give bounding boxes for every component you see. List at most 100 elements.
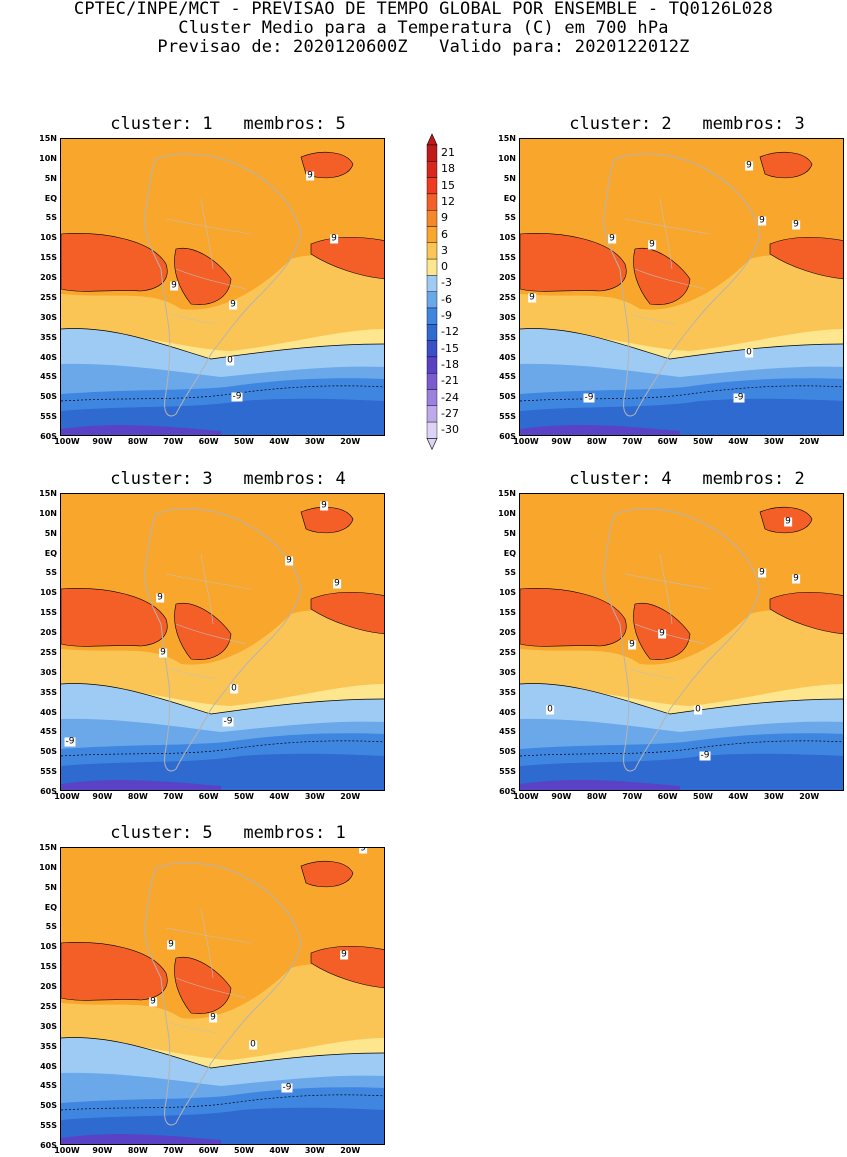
latitude-label: 10S xyxy=(499,233,516,243)
south-america-outline xyxy=(144,862,302,1126)
latitude-label: 50S xyxy=(499,747,516,757)
colorbar-swatch xyxy=(426,226,438,243)
latitude-label: EQ xyxy=(503,193,516,203)
minus-9-contour xyxy=(61,385,384,402)
zero-contour xyxy=(520,328,843,360)
contour-label: 0 xyxy=(694,704,702,715)
longitude-label: 30W xyxy=(763,792,784,801)
colorbar-swatch xyxy=(426,340,438,358)
temperature-map-cluster-3: 9 9 9 9 9 0 -9 -9 xyxy=(60,493,385,791)
warm-patches xyxy=(61,151,384,305)
colorbar-swatch xyxy=(426,144,438,162)
header-line-2: Cluster Medio para a Temperatura (C) em … xyxy=(178,18,669,38)
latitude-label: 20S xyxy=(40,273,57,283)
latitude-label: 20S xyxy=(40,628,57,638)
colorbar-level-label: 9 xyxy=(441,211,448,225)
latitude-label: 30S xyxy=(40,1021,57,1031)
latitude-label: 40S xyxy=(40,352,57,362)
band-neg15 xyxy=(520,425,680,435)
contour-label: 9 xyxy=(209,1012,217,1023)
latitude-label: 50S xyxy=(40,1101,57,1111)
longitude-label: 30W xyxy=(304,792,325,801)
latitude-label: 45S xyxy=(499,727,516,737)
latitude-label: 40S xyxy=(40,707,57,717)
contour-label: 9 xyxy=(792,573,800,584)
contour-label: 9 xyxy=(170,280,178,291)
colorbar-level-label: -18 xyxy=(441,357,459,371)
latitude-label: 20S xyxy=(499,273,516,283)
band-neg15 xyxy=(520,780,680,790)
contour-label: 9 xyxy=(306,170,314,181)
longitude-label: 100W xyxy=(513,437,539,446)
minus-9-contour xyxy=(520,740,843,757)
latitude-label: 55S xyxy=(40,1121,57,1131)
latitude-label: 5S xyxy=(504,568,516,578)
latitude-label: 55S xyxy=(499,767,516,777)
colorbar-level-label: 15 xyxy=(441,178,455,192)
latitude-label: 20S xyxy=(40,982,57,992)
latitude-label: 55S xyxy=(499,412,516,422)
colorbar-swatch xyxy=(426,324,438,341)
south-america-outline xyxy=(603,153,761,417)
contour-label: -9 xyxy=(281,1082,293,1093)
longitude-label: 20W xyxy=(340,1146,361,1155)
contour-label: 9 xyxy=(159,647,167,658)
latitude-label: 5N xyxy=(503,173,516,183)
latitude-label: 45S xyxy=(499,372,516,382)
contour-label: 9 xyxy=(359,848,367,854)
longitude-label: 30W xyxy=(304,437,325,446)
latitude-label: 25S xyxy=(499,647,516,657)
contour-label: 9 xyxy=(167,939,175,950)
latitude-label: 30S xyxy=(499,312,516,322)
latitude-label: EQ xyxy=(503,548,516,558)
latitude-label: 10N xyxy=(498,508,516,518)
latitude-label: 5S xyxy=(504,213,516,223)
warm-patch xyxy=(759,151,813,179)
contour-label: 0 xyxy=(745,347,753,358)
contour-label: 0 xyxy=(546,704,554,715)
colorbar-level-label: 21 xyxy=(441,146,455,159)
panel-title: cluster: 1 membros: 5 xyxy=(110,114,346,134)
longitude-label: 30W xyxy=(763,437,784,446)
latitude-label: 30S xyxy=(499,667,516,677)
colorbar-max-arrow xyxy=(426,133,438,146)
latitude-label: EQ xyxy=(44,548,57,558)
latitude-label: 15S xyxy=(40,608,57,618)
temperature-map-cluster-4: 9 9 9 9 9 0 0 -9 xyxy=(519,493,844,791)
longitude-label: 20W xyxy=(799,792,820,801)
longitude-label: 40W xyxy=(269,1146,290,1155)
latitude-label: 10N xyxy=(39,862,57,872)
longitude-label: 90W xyxy=(92,437,113,446)
longitude-label: 20W xyxy=(799,437,820,446)
latitude-label: 60S xyxy=(499,787,516,796)
country-borders xyxy=(165,907,252,1034)
latitude-label: 5N xyxy=(503,528,516,538)
colorbar-level-label: 3 xyxy=(441,243,448,257)
longitude-label: 100W xyxy=(513,792,539,801)
contour-label: 0 xyxy=(226,355,234,366)
longitude-label: 80W xyxy=(127,1146,148,1155)
colorbar-swatch xyxy=(426,405,438,423)
latitude-label: 10S xyxy=(40,942,57,952)
latitude-label: 25S xyxy=(499,292,516,302)
latitude-label: 55S xyxy=(40,412,57,422)
latitude-label: 20S xyxy=(499,628,516,638)
latitude-label: 5S xyxy=(45,922,57,932)
country-borders xyxy=(165,553,252,680)
latitude-label: 5S xyxy=(45,213,57,223)
latitude-label: 50S xyxy=(499,392,516,402)
longitude-label: 50W xyxy=(693,792,713,801)
header-line-1: CPTEC/INPE/MCT - PREVISAO DE TEMPO GLOBA… xyxy=(73,0,774,19)
colorbar-swatch xyxy=(426,307,438,325)
warm-patch xyxy=(300,860,354,888)
contour-label: 9 xyxy=(648,239,656,250)
latitude-label: 5S xyxy=(45,568,57,578)
contour-label: -9 xyxy=(583,392,595,403)
contour-label: 0 xyxy=(230,683,238,694)
latitude-label: 60S xyxy=(499,432,516,441)
contour-label: -9 xyxy=(733,392,745,403)
contour-label: 9 xyxy=(285,555,293,566)
latitude-label: 25S xyxy=(40,647,57,657)
zero-contour xyxy=(520,683,843,715)
colorbar-swatch xyxy=(426,177,438,195)
